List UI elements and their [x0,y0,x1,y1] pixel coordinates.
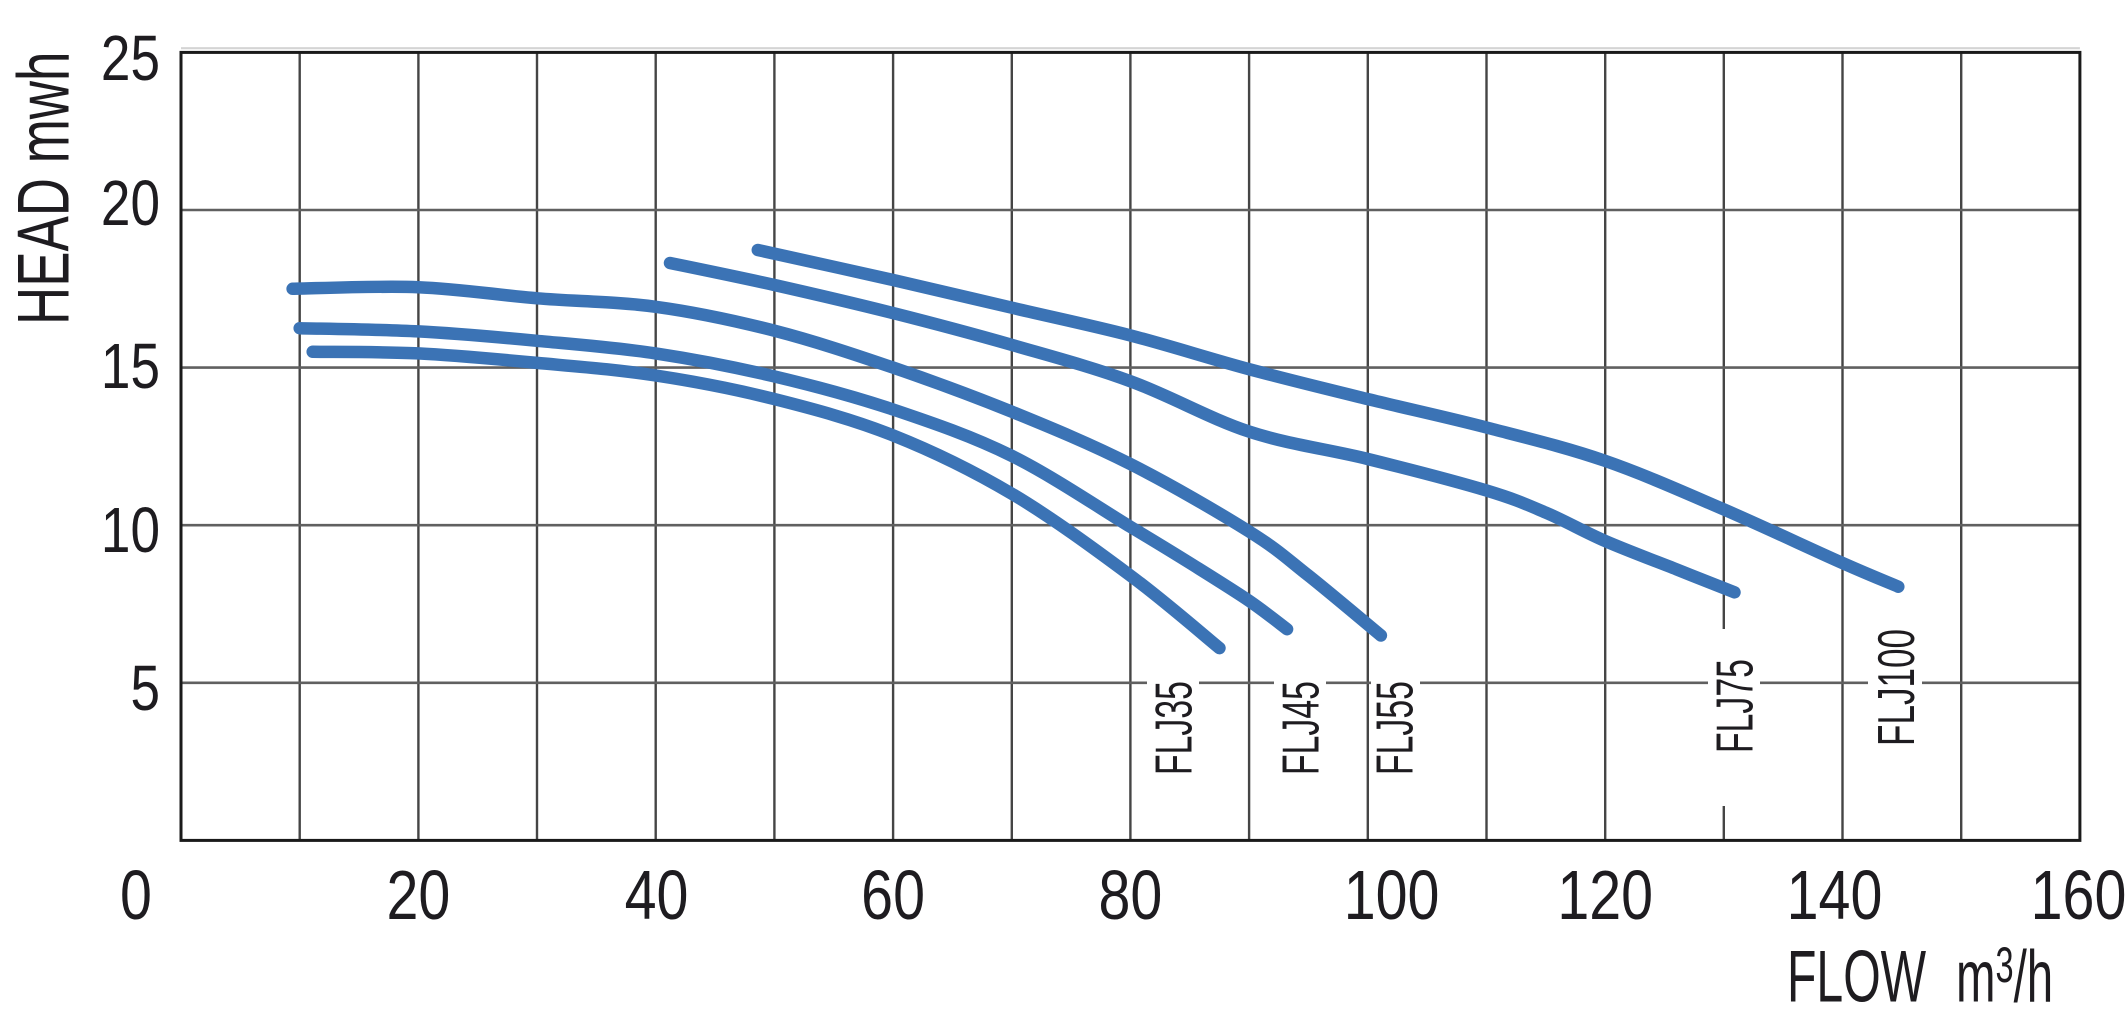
svg-text:FLJ75: FLJ75 [1706,659,1764,753]
svg-text:FLJ45: FLJ45 [1272,681,1330,775]
svg-text:FLJ55: FLJ55 [1366,681,1424,775]
svg-text:5: 5 [130,653,160,724]
svg-text:80: 80 [1098,856,1162,935]
svg-text:160: 160 [2031,856,2126,935]
svg-text:FLOW: FLOW [1787,937,1927,1012]
svg-text:25: 25 [101,23,160,94]
svg-text:15: 15 [101,331,160,402]
svg-text:120: 120 [1557,856,1653,935]
svg-text:FLJ35: FLJ35 [1145,681,1203,775]
svg-text:140: 140 [1787,856,1883,935]
svg-text:HEAD mwh: HEAD mwh [2,52,84,325]
svg-text:60: 60 [861,856,925,935]
svg-text:10: 10 [101,495,160,566]
svg-text:40: 40 [625,856,689,935]
svg-text:100: 100 [1344,856,1440,935]
svg-text:0: 0 [120,856,152,935]
svg-text:20: 20 [101,168,160,239]
svg-text:FLJ100: FLJ100 [1868,629,1925,746]
svg-text:20: 20 [386,856,450,935]
